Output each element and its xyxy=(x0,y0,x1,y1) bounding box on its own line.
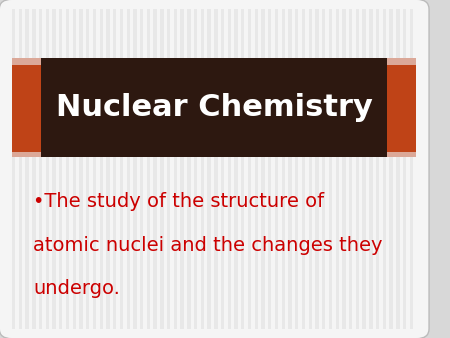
Bar xyxy=(214,9,217,329)
Bar xyxy=(201,9,204,329)
Bar xyxy=(41,57,387,158)
Bar xyxy=(207,9,211,329)
Bar xyxy=(410,9,413,329)
Bar xyxy=(52,9,56,329)
Bar xyxy=(389,9,393,329)
Bar xyxy=(396,9,400,329)
Bar xyxy=(12,9,15,329)
Bar xyxy=(342,9,346,329)
Bar xyxy=(153,9,157,329)
Bar xyxy=(12,57,416,65)
Bar xyxy=(25,9,29,329)
Bar xyxy=(113,9,117,329)
Bar xyxy=(221,9,224,329)
Bar xyxy=(59,9,63,329)
Bar xyxy=(302,9,305,329)
Bar xyxy=(72,9,76,329)
Bar xyxy=(18,9,22,329)
Bar xyxy=(248,9,251,329)
Bar xyxy=(160,9,164,329)
Bar xyxy=(403,9,406,329)
Bar xyxy=(369,9,373,329)
Bar xyxy=(66,9,69,329)
Bar xyxy=(174,9,177,329)
Bar xyxy=(241,9,244,329)
Bar xyxy=(133,9,137,329)
Bar xyxy=(187,9,190,329)
Bar xyxy=(126,9,130,329)
Bar xyxy=(12,57,416,158)
Bar xyxy=(261,9,265,329)
Bar xyxy=(99,9,103,329)
Bar xyxy=(194,9,197,329)
Text: •The study of the structure of: •The study of the structure of xyxy=(33,192,324,211)
Bar xyxy=(39,9,42,329)
Bar xyxy=(282,9,285,329)
Bar xyxy=(275,9,278,329)
Text: atomic nuclei and the changes they: atomic nuclei and the changes they xyxy=(33,236,383,255)
FancyBboxPatch shape xyxy=(0,0,429,338)
Bar xyxy=(309,9,312,329)
Bar xyxy=(363,9,366,329)
Text: undergo.: undergo. xyxy=(33,279,120,298)
Bar xyxy=(382,9,386,329)
Bar xyxy=(288,9,292,329)
Bar xyxy=(120,9,123,329)
Bar xyxy=(295,9,298,329)
Bar xyxy=(167,9,171,329)
Bar xyxy=(140,9,144,329)
Bar xyxy=(336,9,339,329)
Bar xyxy=(255,9,258,329)
Bar xyxy=(356,9,359,329)
Bar xyxy=(106,9,110,329)
Bar xyxy=(376,9,379,329)
Bar xyxy=(32,9,36,329)
Bar xyxy=(79,9,83,329)
Bar xyxy=(329,9,332,329)
Text: Nuclear Chemistry: Nuclear Chemistry xyxy=(56,93,373,122)
Bar xyxy=(86,9,90,329)
Bar xyxy=(234,9,238,329)
Bar xyxy=(147,9,150,329)
Bar xyxy=(315,9,319,329)
Bar xyxy=(12,152,416,158)
Bar xyxy=(45,9,49,329)
Bar xyxy=(180,9,184,329)
Bar xyxy=(268,9,271,329)
Bar xyxy=(349,9,352,329)
Bar xyxy=(228,9,231,329)
Bar xyxy=(322,9,325,329)
Bar xyxy=(93,9,96,329)
